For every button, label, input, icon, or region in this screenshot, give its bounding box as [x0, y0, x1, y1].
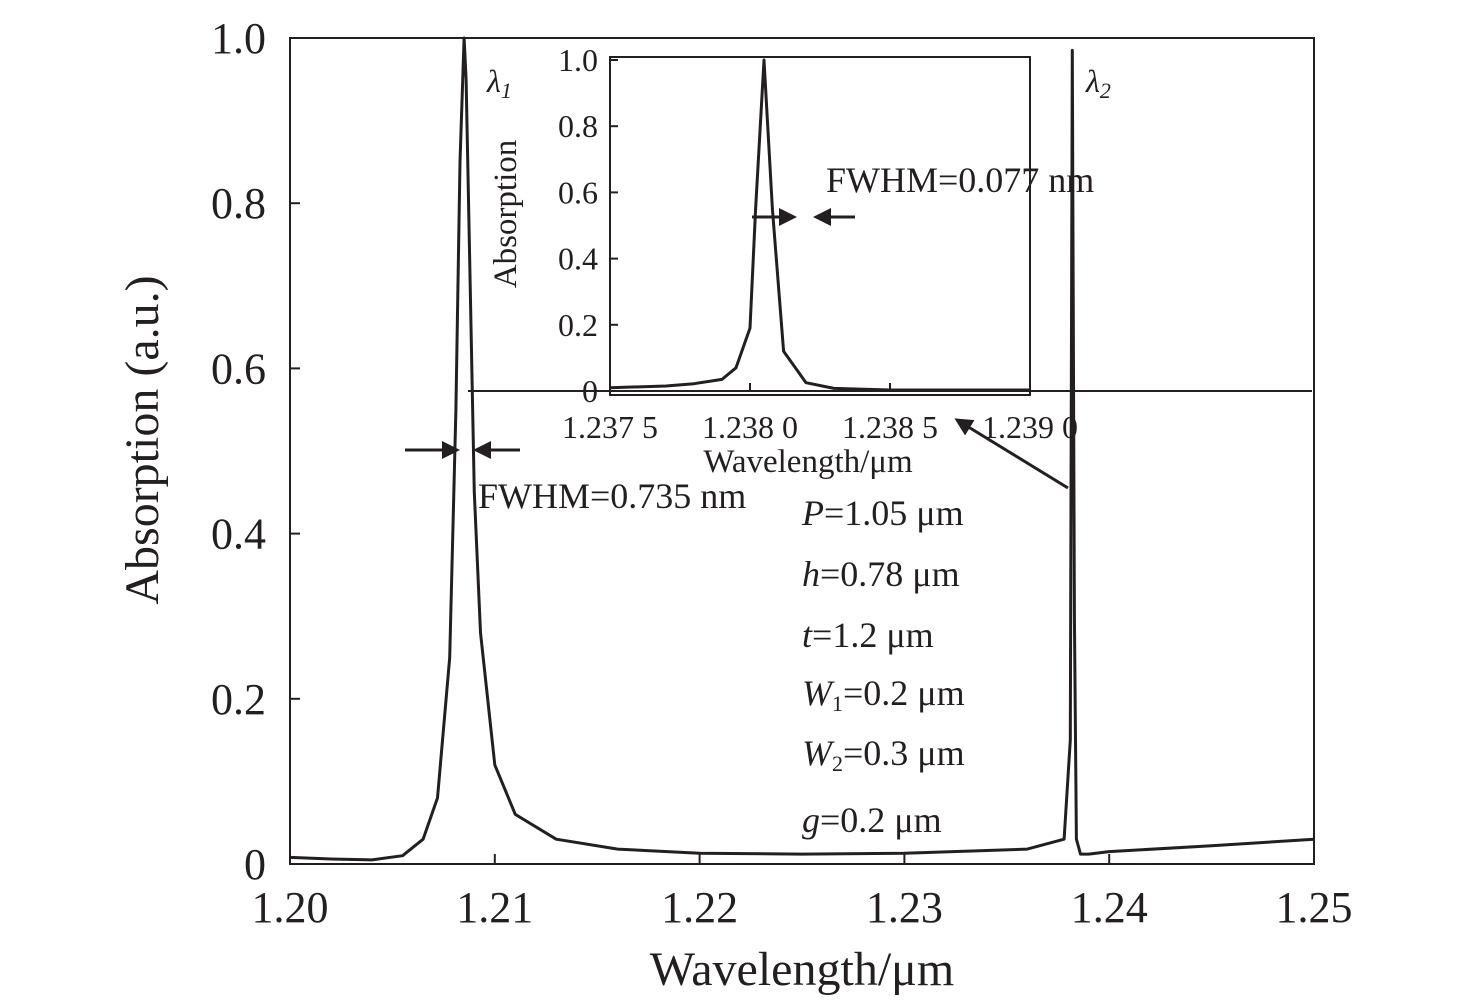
param-g: g=0.2 μm: [802, 800, 942, 840]
main-series-line: [289, 36, 1315, 862]
inset-series-line: [609, 58, 1030, 392]
parameter-list: P=1.05 μm h=0.78 μm t=1.2 μm W1=0.2 μm W…: [801, 493, 965, 840]
param-w1: W1=0.2 μm: [802, 673, 965, 716]
fwhm-inset-label: FWHM=0.077 nm: [826, 160, 1094, 200]
inset-y-ticks: 0 0.2 0.4 0.6 0.8 1.0: [558, 42, 618, 409]
fwhm-main-label: FWHM=0.735 nm: [478, 476, 746, 516]
main-x-tick-label: 1.21: [456, 883, 533, 932]
inset-plot-frame: [609, 56, 1031, 396]
inset-x-tick-label: 1.238 5: [842, 409, 938, 445]
main-x-tick-label: 1.23: [866, 883, 943, 932]
main-x-tick-label: 1.20: [252, 883, 329, 932]
lambda-1-label: λ1: [486, 63, 512, 103]
main-y-tick-label: 0.2: [211, 675, 266, 724]
inset-y-tick-label: 0.8: [558, 108, 598, 144]
inset-y-axis-title: Absorption: [488, 140, 524, 289]
main-x-tick-label: 1.25: [1276, 883, 1353, 932]
inset-pointer-arrow: [954, 418, 1069, 490]
main-chart: 00.20.40.60.81.0 1.20 1.21 1.22 1.23 1.24 1.2…: [116, 14, 1353, 996]
inset-x-tick-label: 1.239 0: [982, 409, 1078, 445]
main-x-tick-label: 1.22: [661, 883, 738, 932]
inset-x-ticks: 1.237 5 1.238 0 1.238 5 1.239 0: [562, 383, 1078, 445]
main-y-tick-label: 0.6: [211, 344, 266, 393]
inset-y-tick-label: 0: [582, 373, 598, 409]
param-t: t=1.2 μm: [802, 615, 934, 655]
inset-x-tick-label: 1.238 0: [702, 409, 798, 445]
main-y-ticks: 0 0.2 0.4 0.6 0.8 1.0: [211, 14, 300, 889]
inset-x-axis-title: Wavelength/μm: [703, 444, 913, 480]
main-x-tick-label: 1.24: [1071, 883, 1148, 932]
main-y-tick-label: 0.8: [211, 179, 266, 228]
inset-y-tick-label: 0.4: [558, 241, 598, 277]
inset-chart: 00.20.40.60.81.0 1.237 5 1.238 0 1.238 5 1.…: [468, 42, 1312, 480]
param-w2: W2=0.3 μm: [802, 733, 965, 776]
param-p: P=1.05 μm: [801, 493, 964, 533]
main-y-tick-label: 0.4: [211, 510, 266, 559]
main-plot-frame: [289, 37, 1315, 865]
param-h: h=0.78 μm: [802, 554, 960, 594]
inset-x-tick-label: 1.237 5: [562, 409, 658, 445]
main-x-axis-title: Wavelength/μm: [650, 943, 954, 996]
inset-y-tick-label: 0.6: [558, 174, 598, 210]
main-y-axis-title: Absorption (a.u.): [116, 275, 169, 604]
main-y-tick-label: 1.0: [211, 14, 266, 63]
inset-y-tick-label: 1.0: [558, 42, 598, 78]
lambda-2-label: λ2: [1085, 63, 1111, 103]
main-x-ticks: 1.20 1.21 1.22 1.23 1.24 1.25: [252, 854, 1353, 932]
inset-y-tick-label: 0.2: [558, 307, 598, 343]
main-y-tick-label: 0: [244, 840, 266, 889]
